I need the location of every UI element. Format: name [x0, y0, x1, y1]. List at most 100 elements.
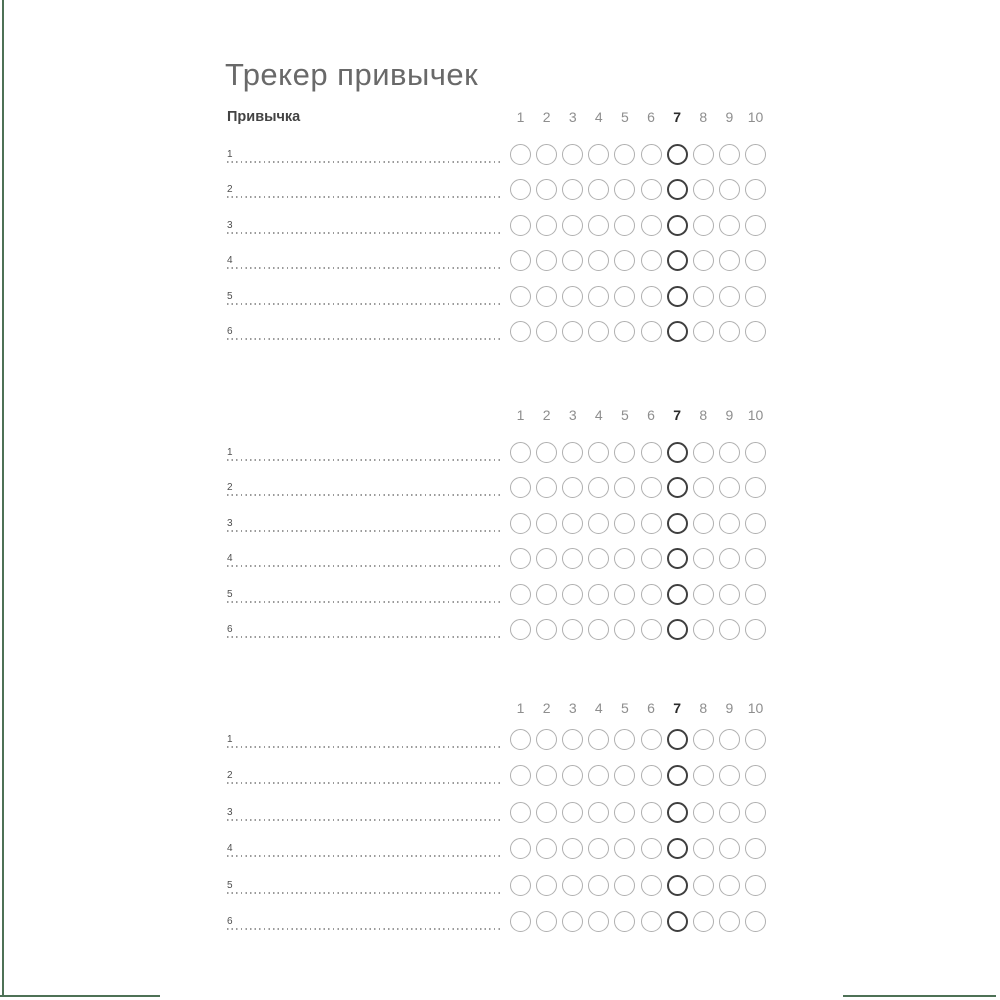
day-circle[interactable]	[614, 512, 636, 534]
day-circle[interactable]	[510, 512, 531, 534]
day-circle[interactable]	[692, 801, 714, 823]
day-circle[interactable]	[744, 619, 766, 640]
day-circle[interactable]	[536, 512, 558, 534]
day-circle[interactable]	[536, 801, 558, 823]
habit-input-line[interactable]	[227, 782, 500, 784]
day-circle[interactable]	[718, 728, 740, 750]
day-circle[interactable]	[562, 619, 584, 640]
day-circle[interactable]	[744, 548, 766, 569]
day-circle[interactable]	[536, 619, 558, 640]
day-circle[interactable]	[666, 143, 688, 165]
day-circle[interactable]	[588, 214, 610, 236]
day-circle[interactable]	[588, 179, 610, 200]
day-circle[interactable]	[510, 250, 531, 271]
day-circle[interactable]	[510, 477, 531, 498]
day-circle[interactable]	[614, 548, 636, 569]
day-circle[interactable]	[718, 801, 740, 823]
day-circle[interactable]	[562, 838, 584, 859]
day-circle[interactable]	[744, 143, 766, 165]
day-circle[interactable]	[614, 728, 636, 750]
habit-input-line[interactable]	[227, 231, 500, 234]
day-circle[interactable]	[510, 285, 531, 307]
day-circle[interactable]	[666, 619, 688, 640]
day-circle[interactable]	[562, 512, 584, 534]
day-circle[interactable]	[692, 765, 714, 786]
day-circle[interactable]	[588, 285, 610, 307]
habit-input-line[interactable]	[227, 494, 500, 496]
day-circle[interactable]	[562, 285, 584, 307]
habit-input-line[interactable]	[227, 267, 500, 269]
day-circle[interactable]	[562, 477, 584, 498]
day-circle[interactable]	[640, 321, 662, 342]
day-circle[interactable]	[692, 548, 714, 569]
day-circle[interactable]	[718, 838, 740, 859]
day-circle[interactable]	[666, 548, 688, 569]
day-circle[interactable]	[562, 728, 584, 750]
day-circle[interactable]	[718, 512, 740, 534]
day-circle[interactable]	[536, 285, 558, 307]
day-circle[interactable]	[640, 477, 662, 498]
day-circle[interactable]	[510, 143, 531, 165]
day-circle[interactable]	[692, 838, 714, 859]
day-circle[interactable]	[666, 250, 688, 271]
day-circle[interactable]	[666, 179, 688, 200]
day-circle[interactable]	[510, 838, 531, 859]
day-circle[interactable]	[666, 512, 688, 534]
day-circle[interactable]	[510, 583, 531, 605]
day-circle[interactable]	[588, 728, 610, 750]
day-circle[interactable]	[510, 801, 531, 823]
habit-input-line[interactable]	[227, 928, 500, 930]
day-circle[interactable]	[614, 214, 636, 236]
day-circle[interactable]	[666, 477, 688, 498]
day-circle[interactable]	[718, 765, 740, 786]
day-circle[interactable]	[640, 765, 662, 786]
day-circle[interactable]	[536, 548, 558, 569]
day-circle[interactable]	[744, 801, 766, 823]
day-circle[interactable]	[588, 477, 610, 498]
day-circle[interactable]	[588, 583, 610, 605]
day-circle[interactable]	[744, 874, 766, 896]
day-circle[interactable]	[692, 583, 714, 605]
day-circle[interactable]	[614, 765, 636, 786]
habit-input-line[interactable]	[227, 600, 500, 603]
day-circle[interactable]	[510, 911, 531, 932]
day-circle[interactable]	[692, 250, 714, 271]
day-circle[interactable]	[692, 728, 714, 750]
day-circle[interactable]	[718, 250, 740, 271]
day-circle[interactable]	[640, 583, 662, 605]
day-circle[interactable]	[588, 441, 610, 463]
day-circle[interactable]	[744, 441, 766, 463]
day-circle[interactable]	[640, 874, 662, 896]
habit-input-line[interactable]	[227, 565, 500, 567]
day-circle[interactable]	[536, 214, 558, 236]
day-circle[interactable]	[614, 179, 636, 200]
day-circle[interactable]	[510, 728, 531, 750]
habit-input-line[interactable]	[227, 818, 500, 821]
day-circle[interactable]	[614, 441, 636, 463]
habit-input-line[interactable]	[227, 196, 500, 198]
day-circle[interactable]	[588, 765, 610, 786]
day-circle[interactable]	[614, 321, 636, 342]
day-circle[interactable]	[692, 143, 714, 165]
day-circle[interactable]	[562, 801, 584, 823]
day-circle[interactable]	[666, 801, 688, 823]
day-circle[interactable]	[614, 477, 636, 498]
day-circle[interactable]	[692, 874, 714, 896]
day-circle[interactable]	[718, 583, 740, 605]
day-circle[interactable]	[718, 441, 740, 463]
day-circle[interactable]	[666, 285, 688, 307]
day-circle[interactable]	[744, 765, 766, 786]
day-circle[interactable]	[562, 214, 584, 236]
day-circle[interactable]	[744, 285, 766, 307]
day-circle[interactable]	[640, 512, 662, 534]
day-circle[interactable]	[692, 619, 714, 640]
day-circle[interactable]	[718, 143, 740, 165]
day-circle[interactable]	[588, 143, 610, 165]
day-circle[interactable]	[562, 179, 584, 200]
day-circle[interactable]	[718, 874, 740, 896]
day-circle[interactable]	[536, 838, 558, 859]
day-circle[interactable]	[640, 250, 662, 271]
day-circle[interactable]	[744, 321, 766, 342]
day-circle[interactable]	[536, 143, 558, 165]
day-circle[interactable]	[614, 583, 636, 605]
